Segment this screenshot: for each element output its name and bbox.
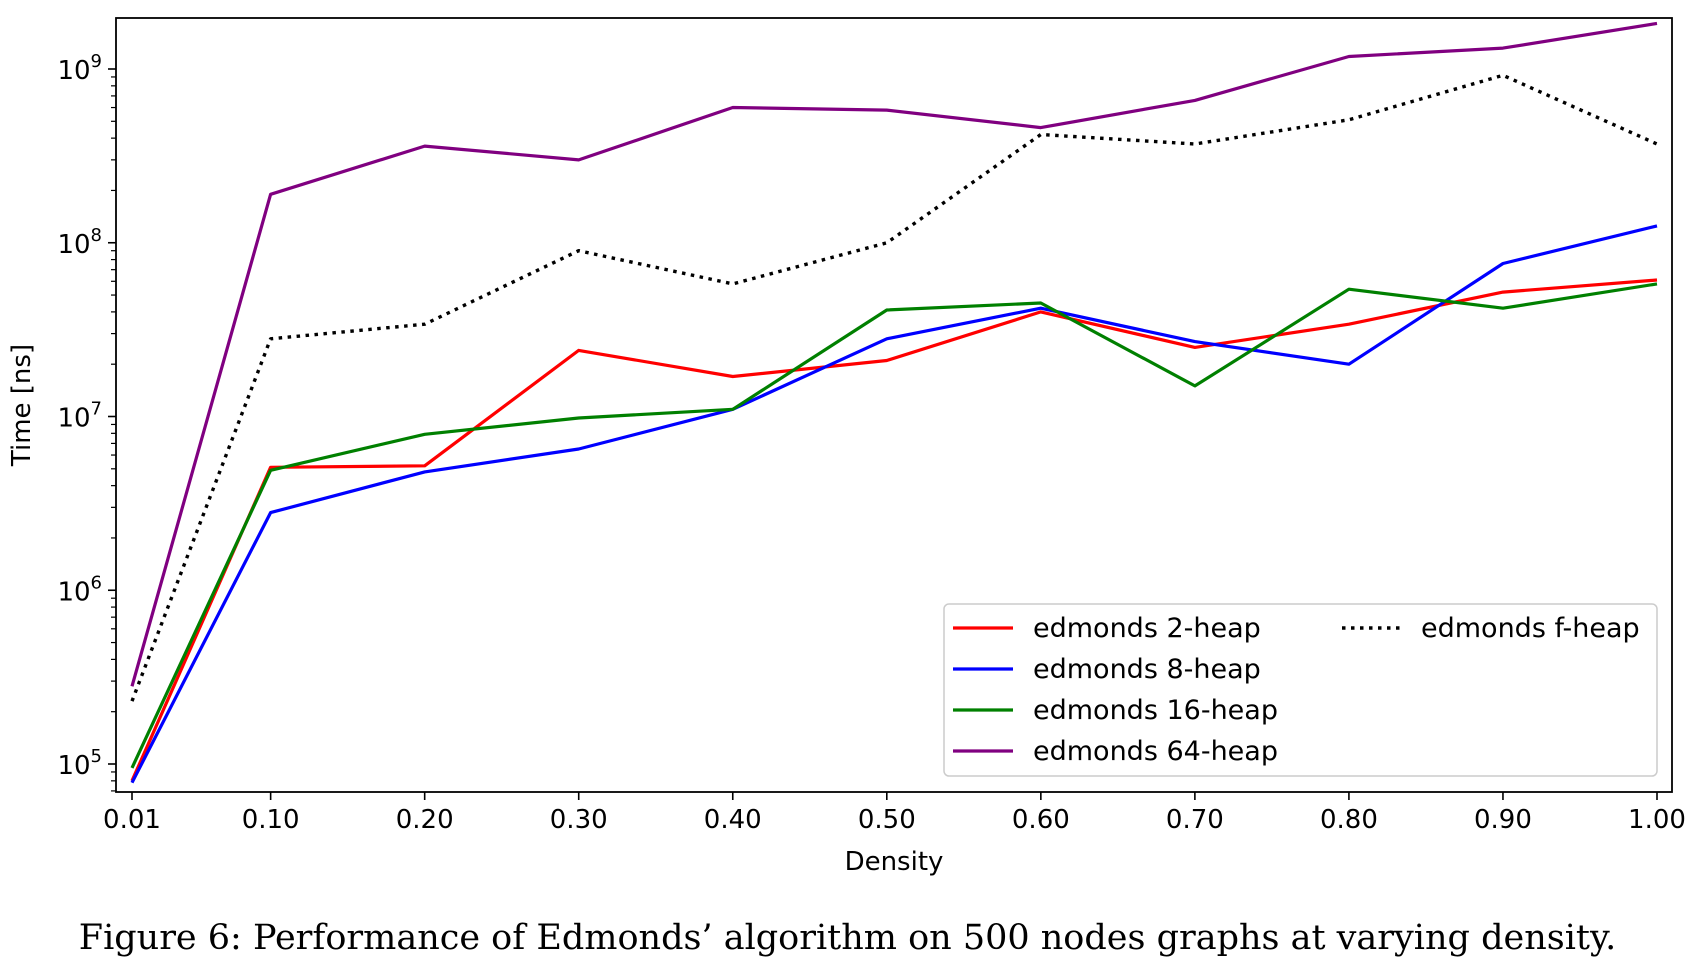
x-tick-label: 0.40 (704, 805, 762, 835)
legend-box (943, 603, 1658, 777)
legend-entry-label: edmonds 16-heap (1033, 695, 1278, 726)
x-tick-label: 0.90 (1474, 805, 1532, 835)
y-tick-base: 10 (57, 751, 90, 781)
y-tick-label: 107 (57, 399, 102, 434)
y-tick-label: 106 (57, 572, 102, 607)
y-tick-label: 105 (57, 746, 102, 781)
x-tick-label: 0.20 (396, 805, 454, 835)
y-tick-exponent: 5 (91, 746, 102, 767)
x-tick-label: 0.50 (858, 805, 916, 835)
x-tick-label: 0.30 (550, 805, 608, 835)
x-tick-label: 0.60 (1012, 805, 1070, 835)
y-tick-exponent: 9 (91, 51, 102, 72)
legend-entry-label: edmonds f-heap (1421, 613, 1640, 644)
y-tick-base: 10 (57, 56, 90, 86)
series-lines (130, 21, 1658, 784)
x-tick-label: 0.70 (1166, 805, 1224, 835)
series-line-edmonds-2-heap (130, 278, 1658, 782)
y-tick-exponent: 6 (91, 572, 102, 593)
y-tick-base: 10 (57, 404, 90, 434)
series-line-edmonds-8-heap (130, 224, 1658, 784)
y-tick-base: 10 (57, 230, 90, 260)
x-axis-label: Density (845, 847, 944, 877)
series-line-edmonds-64-heap (130, 21, 1658, 687)
y-tick-base: 10 (57, 577, 90, 607)
x-tick-label: 0.80 (1320, 805, 1378, 835)
x-tick-label: 1.00 (1628, 805, 1686, 835)
ticks: 0.01 0.10 0.20 0.30 0.40 0.50 0.60 0.70 0.80 0.90… (57, 51, 1685, 835)
series-line-edmonds-16-heap (130, 282, 1658, 769)
x-tick-label: 0.10 (242, 805, 300, 835)
legend-entry-label: edmonds 2-heap (1033, 613, 1261, 644)
y-tick-exponent: 8 (91, 225, 102, 246)
y-tick-exponent: 7 (91, 399, 102, 420)
legend: edmonds 2-heap edmonds 8-heap edmonds 16-h… (943, 603, 1658, 777)
y-tick-label: 108 (57, 225, 102, 260)
x-tick-label: 0.01 (103, 805, 161, 835)
y-tick-label: 109 (57, 51, 102, 86)
plot-frame (115, 17, 1673, 793)
legend-entry-label: edmonds 8-heap (1033, 654, 1261, 685)
y-axis-label: Time [ns] (7, 344, 37, 467)
legend-entry-label: edmonds 64-heap (1033, 736, 1278, 767)
figure-caption: Figure 6: Performance of Edmonds’ algori… (78, 918, 1617, 958)
